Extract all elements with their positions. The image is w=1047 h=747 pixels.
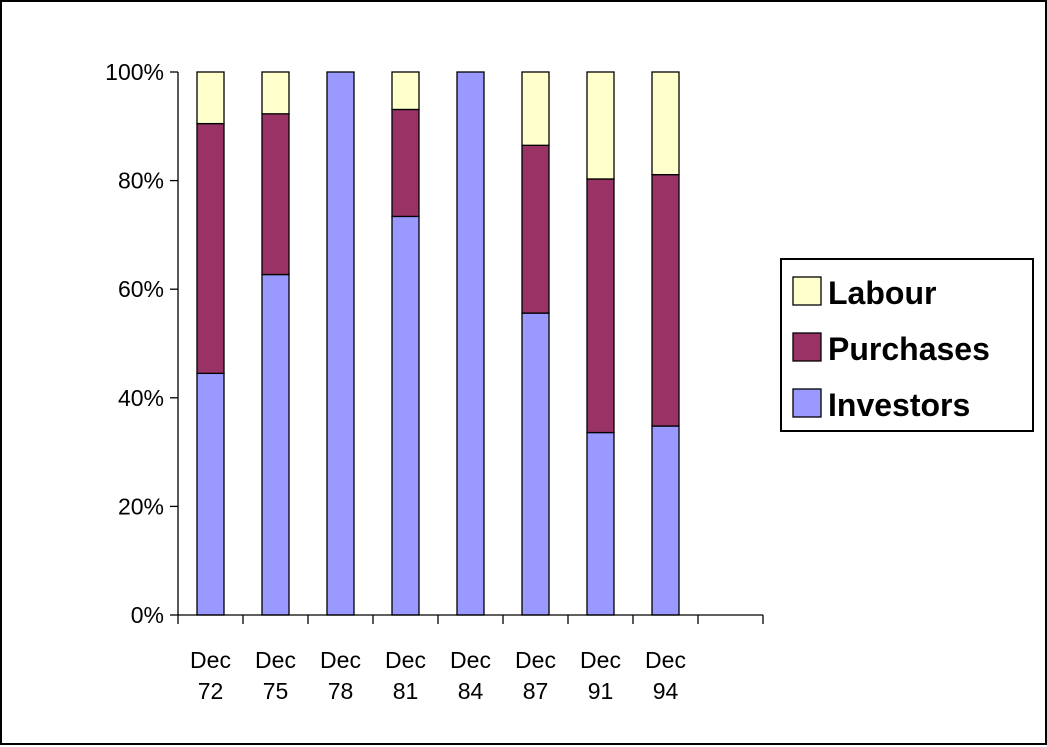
bar-segment-purchases-1 [261, 113, 290, 276]
y-tick-label-0: 0% [131, 602, 164, 628]
x-tick-label-line: Dec [190, 647, 231, 673]
y-tick-label-5: 100% [105, 59, 164, 85]
legend-label-labour: Labour [828, 275, 936, 311]
x-tick-label-line: 78 [328, 678, 354, 704]
bar-segment-labour-3 [391, 71, 420, 111]
x-tick-label-line: 75 [263, 678, 289, 704]
bar-segment-purchases-0 [196, 122, 225, 375]
legend-box [780, 258, 1034, 432]
bar-segment-labour-1 [261, 71, 290, 115]
bar-segment-labour-6 [586, 71, 615, 180]
x-tick-label-line: Dec [515, 647, 556, 673]
bar-segment-investors-0 [196, 372, 225, 616]
x-tick-label-line: Dec [580, 647, 621, 673]
x-tick-label-7: Dec 94 [645, 647, 686, 704]
bar-segment-purchases-5 [521, 144, 550, 314]
legend: Labour Purchases Investors [780, 258, 1034, 432]
x-tick-label-line: 91 [588, 678, 614, 704]
x-tick-label-4: Dec 84 [450, 647, 491, 704]
x-tick-label-line: 81 [393, 678, 419, 704]
bar-segment-purchases-7 [651, 173, 680, 427]
bar-segment-investors-7 [651, 425, 680, 616]
legend-label-investors: Investors [828, 387, 970, 423]
bar-segment-investors-6 [586, 431, 615, 616]
bar-segment-purchases-6 [586, 178, 615, 434]
x-tick-label-line: 72 [198, 678, 224, 704]
x-tick-label-line: Dec [255, 647, 296, 673]
bars-layer [196, 71, 680, 616]
x-tick-label-line: 94 [653, 678, 679, 704]
legend-label-purchases: Purchases [828, 331, 990, 367]
y-tick-label-4: 80% [118, 168, 164, 194]
bar-segment-labour-0 [196, 71, 225, 125]
x-tick-label-line: Dec [385, 647, 426, 673]
bar-segment-labour-5 [521, 71, 550, 146]
x-tick-label-line: Dec [320, 647, 361, 673]
y-tick-label-2: 40% [118, 385, 164, 411]
x-tick-label-line: 87 [523, 678, 549, 704]
x-tick-label-5: Dec 87 [515, 647, 556, 704]
x-tick-label-0: Dec 72 [190, 647, 231, 704]
x-tick-label-3: Dec 81 [385, 647, 426, 704]
x-tick-label-line: Dec [645, 647, 686, 673]
bar-segment-purchases-3 [391, 108, 420, 218]
legend-swatch-labour [792, 276, 822, 306]
x-tick-label-2: Dec 78 [320, 647, 361, 704]
bar-segment-investors-1 [261, 273, 290, 616]
bar-segment-investors-3 [391, 215, 420, 616]
x-tick-label-6: Dec 91 [580, 647, 621, 704]
bar-segment-labour-7 [651, 71, 680, 176]
x-tick-label-line: 84 [458, 678, 484, 704]
bar-segment-investors-4 [456, 71, 485, 616]
bar-segment-investors-2 [326, 71, 355, 616]
legend-swatch-purchases [792, 332, 822, 362]
x-tick-label-line: Dec [450, 647, 491, 673]
bar-segment-investors-5 [521, 312, 550, 616]
x-tick-label-1: Dec 75 [255, 647, 296, 704]
legend-swatch-investors [792, 388, 822, 418]
y-tick-label-1: 20% [118, 493, 164, 519]
y-tick-label-3: 60% [118, 276, 164, 302]
